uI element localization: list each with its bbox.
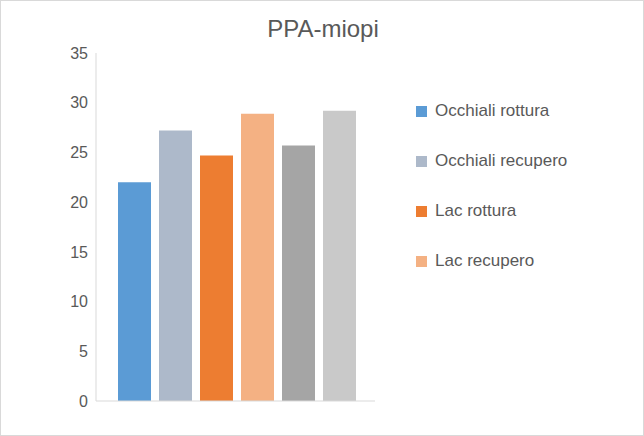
- svg-text:15: 15: [70, 244, 88, 261]
- html-text:Occhiali rottura: Occhiali rottura: [435, 101, 550, 120]
- svg-text:20: 20: [70, 194, 88, 211]
- html-text:PPA-miopi: PPA-miopi: [267, 15, 379, 42]
- svg-text:0: 0: [79, 393, 88, 410]
- svg-text:5: 5: [79, 343, 88, 360]
- html-text:Lac rottura: Lac rottura: [435, 201, 517, 220]
- svg-text:30: 30: [70, 94, 88, 111]
- svg-text:35: 35: [70, 45, 88, 62]
- svg-text:25: 25: [70, 144, 88, 161]
- svg-text:10: 10: [70, 293, 88, 310]
- html-text:Lac recupero: Lac recupero: [435, 251, 535, 270]
- html-text:Occhiali recupero: Occhiali recupero: [435, 151, 568, 170]
